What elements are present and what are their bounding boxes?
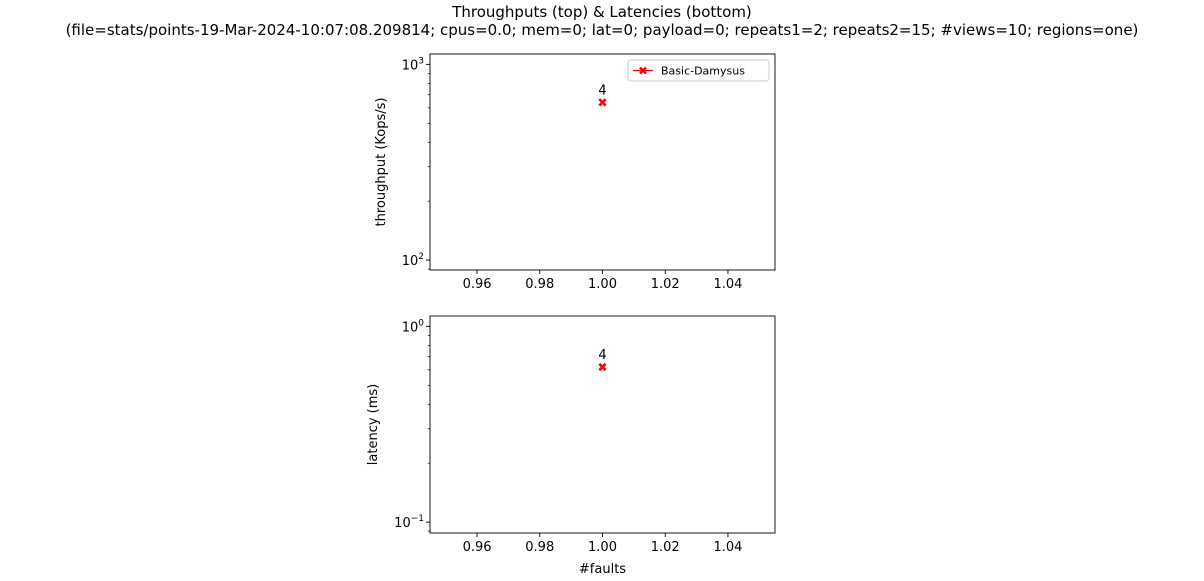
x-tick-label: 0.98 xyxy=(525,540,554,555)
chart-panel-1: 0.96 0.98 1.00 1.02 1.04 10−1 100 latency (ms) #… xyxy=(366,315,776,577)
y-tick-label: 102 xyxy=(402,252,424,269)
legend-box xyxy=(627,59,770,82)
x-tick-label: 1.04 xyxy=(713,540,742,555)
legend-label: Basic-Damysus xyxy=(661,65,745,78)
data-point xyxy=(598,98,607,107)
y-tick-label: 100 xyxy=(402,318,425,335)
chart-panel-0: 0.96 0.98 1.00 1.02 1.04 102 103 throughput (Ko… xyxy=(374,53,776,292)
figure-title-line2: (file=stats/points-19-Mar-2024-10:07:08.… xyxy=(66,21,1139,39)
y-tick-label: 103 xyxy=(402,56,424,73)
x-tick-label: 1.04 xyxy=(713,277,742,292)
data-label: 4 xyxy=(598,348,606,363)
x-marker xyxy=(598,98,607,107)
data-point xyxy=(598,362,607,372)
x-tick-label: 1.00 xyxy=(588,277,617,292)
legend: Basic-Damysus xyxy=(627,59,770,82)
x-axis-label: #faults xyxy=(579,562,626,577)
x-tick-label: 0.96 xyxy=(463,540,492,555)
chart-panels: 0.96 0.98 1.00 1.02 1.04 102 103 throughput (Ko… xyxy=(366,53,776,577)
data-label: 4 xyxy=(598,83,606,98)
x-tick-label: 0.96 xyxy=(463,277,492,292)
y-axis-label: throughput (Kops/s) xyxy=(374,98,389,227)
x-marker xyxy=(598,362,607,372)
y-tick-label: 10−1 xyxy=(394,514,424,531)
legend-marker xyxy=(639,66,647,75)
y-axis-label: latency (ms) xyxy=(366,384,381,465)
figure-title-line1: Throughputs (top) & Latencies (bottom) xyxy=(451,3,752,21)
x-tick-label: 1.00 xyxy=(588,540,617,555)
x-tick-label: 1.02 xyxy=(651,277,680,292)
x-tick-label: 0.98 xyxy=(525,277,554,292)
x-tick-label: 1.02 xyxy=(651,540,680,555)
